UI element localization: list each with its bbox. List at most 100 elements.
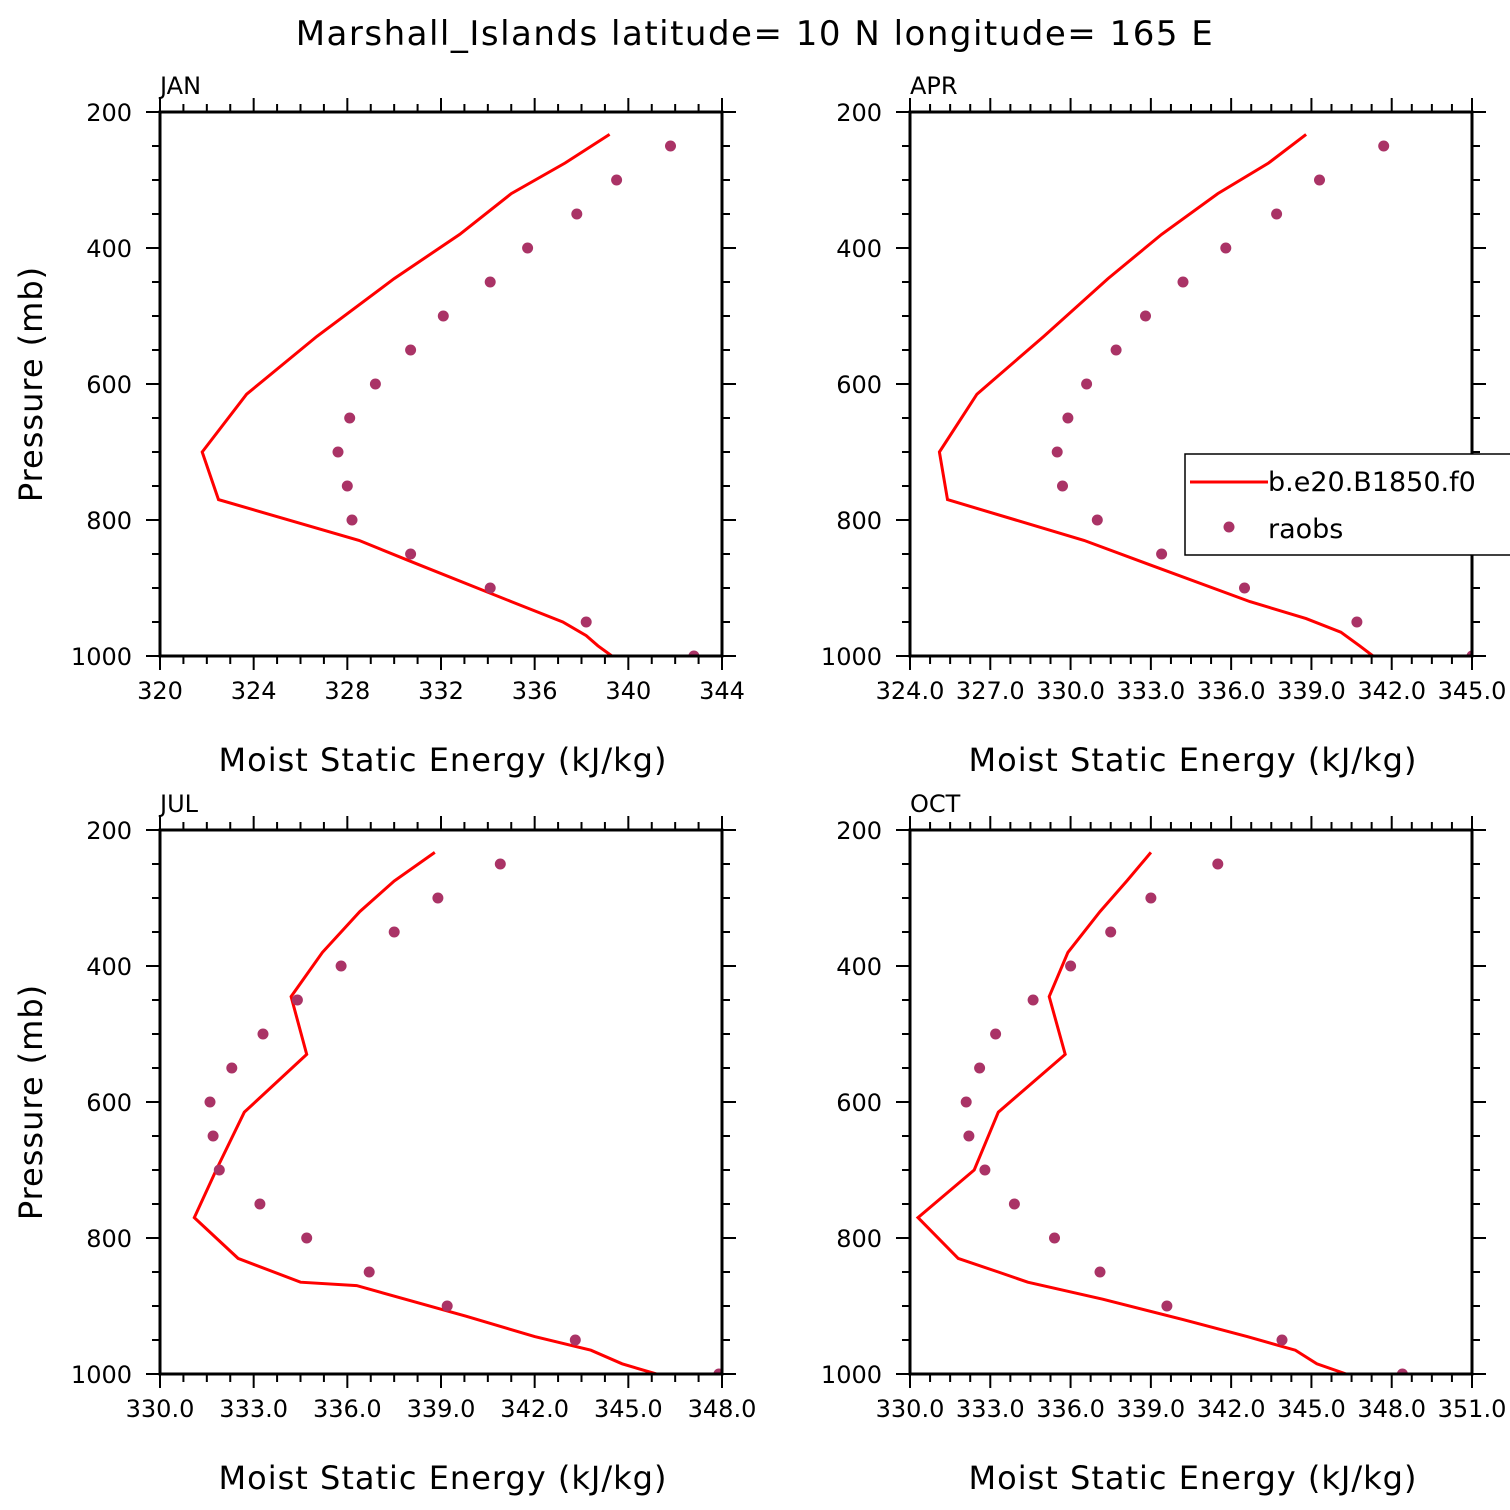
data-point-raobs <box>388 926 400 938</box>
data-point-raobs <box>1212 858 1224 870</box>
data-point-raobs <box>332 446 344 458</box>
x-tick-label: 320 <box>137 677 183 705</box>
data-point-raobs <box>522 242 534 254</box>
x-tick-label: 345.0 <box>1277 1395 1346 1423</box>
y-tick-label: 400 <box>86 235 132 263</box>
data-point-raobs <box>580 616 592 628</box>
x-tick-label: 333.0 <box>219 1395 288 1423</box>
y-tick-label: 600 <box>86 1089 132 1117</box>
data-point-raobs <box>1239 582 1250 594</box>
panel-label: JUL <box>158 790 199 818</box>
y-tick-label: 200 <box>86 817 132 845</box>
x-tick-label: 345.0 <box>594 1395 663 1423</box>
x-tick-label: 336.0 <box>1197 677 1266 705</box>
x-axis-label: Moist Static Energy (kJ/kg) <box>219 1459 668 1497</box>
x-tick-label: 324.0 <box>876 677 945 705</box>
series-line-model <box>937 133 1374 656</box>
legend-label-obs: raobs <box>1268 514 1343 545</box>
plot-area <box>915 851 1408 1374</box>
x-tick-label: 342.0 <box>1197 1395 1266 1423</box>
y-tick-label: 800 <box>86 507 132 535</box>
panel-label: OCT <box>910 790 961 818</box>
data-point-raobs <box>1351 616 1363 628</box>
data-point-raobs <box>1145 892 1157 904</box>
data-point-raobs <box>1027 994 1039 1006</box>
x-axis-label: Moist Static Energy (kJ/kg) <box>969 741 1418 779</box>
y-tick-label: 200 <box>836 99 882 127</box>
x-tick-label: 330.0 <box>876 1395 945 1423</box>
y-tick-label: 400 <box>836 953 882 981</box>
y-tick-label: 600 <box>836 1089 882 1117</box>
x-tick-label: 327.0 <box>956 677 1025 705</box>
data-point-raobs <box>1057 480 1068 492</box>
data-point-raobs <box>1081 378 1093 390</box>
y-tick-label: 1000 <box>821 1361 882 1389</box>
data-point-raobs <box>1220 242 1232 254</box>
x-tick-label: 348.0 <box>688 1395 757 1423</box>
data-point-raobs <box>1008 1198 1020 1210</box>
data-point-raobs <box>335 960 347 972</box>
x-tick-label: 330.0 <box>126 1395 195 1423</box>
data-point-raobs <box>441 1300 453 1312</box>
data-point-raobs <box>665 140 676 152</box>
data-point-raobs <box>1156 548 1168 560</box>
plot-area <box>200 133 700 656</box>
panel-apr: APR 324.0 327.0 330.0 333.0 336.0 339.0 342.0 34… <box>821 72 1510 779</box>
x-tick-label: 348.0 <box>1357 1395 1426 1423</box>
x-tick-label: 339.0 <box>1116 1395 1185 1423</box>
data-point-raobs <box>213 1164 225 1176</box>
panel-label: APR <box>910 72 958 100</box>
x-tick-label: 333.0 <box>956 1395 1025 1423</box>
x-axis-label: Moist Static Energy (kJ/kg) <box>969 1459 1418 1497</box>
data-point-raobs <box>484 276 496 288</box>
data-point-raobs <box>1110 344 1122 356</box>
y-tick-label: 600 <box>836 371 882 399</box>
data-point-raobs <box>1276 1334 1288 1346</box>
data-point-raobs <box>569 1334 581 1346</box>
series-line-model <box>200 133 613 656</box>
legend: b.e20.B1850.f0 raobs <box>1184 453 1510 556</box>
data-point-raobs <box>257 1028 269 1040</box>
data-point-raobs <box>291 994 303 1006</box>
legend-label-model: b.e20.B1850.f0 <box>1268 467 1476 498</box>
data-point-raobs <box>1378 140 1390 152</box>
data-point-raobs <box>1091 514 1103 526</box>
x-tick-label: 351.0 <box>1438 1395 1507 1423</box>
x-tick-label: 342.0 <box>1357 677 1426 705</box>
x-tick-label: 330.0 <box>1036 677 1105 705</box>
y-tick-label: 800 <box>836 1225 882 1253</box>
data-point-raobs <box>301 1232 313 1244</box>
x-tick-label: 328 <box>324 677 370 705</box>
data-point-raobs <box>207 1130 219 1142</box>
x-tick-label: 340 <box>605 677 651 705</box>
data-point-raobs <box>963 1130 975 1142</box>
data-point-raobs <box>1105 926 1117 938</box>
data-point-raobs <box>611 174 623 186</box>
x-tick-label: 345.0 <box>1438 677 1507 705</box>
x-tick-label: 342.0 <box>500 1395 569 1423</box>
data-point-raobs <box>979 1164 991 1176</box>
data-point-raobs <box>484 582 496 594</box>
y-axis-label: Pressure (mb) <box>12 984 50 1220</box>
y-tick-label: 600 <box>86 371 132 399</box>
y-tick-label: 200 <box>836 817 882 845</box>
y-tick-label: 800 <box>836 507 882 535</box>
data-point-raobs <box>1065 960 1077 972</box>
data-point-raobs <box>571 208 583 220</box>
data-point-raobs <box>204 1096 216 1108</box>
panel-label: JAN <box>158 72 201 100</box>
panel-oct: OCT 330.0 333.0 336.0 339.0 342.0 345.0 348.0 35… <box>821 790 1506 1497</box>
plot-area <box>192 851 722 1374</box>
data-point-raobs <box>254 1198 266 1210</box>
data-point-raobs <box>990 1028 1002 1040</box>
data-point-raobs <box>432 892 444 904</box>
data-point-raobs <box>344 412 356 424</box>
data-point-raobs <box>341 480 353 492</box>
y-tick-label: 1000 <box>821 643 882 671</box>
y-tick-label: 400 <box>836 235 882 263</box>
x-tick-label: 332 <box>418 677 464 705</box>
legend-box <box>1184 453 1510 556</box>
data-point-raobs <box>1051 446 1063 458</box>
legend-marker-swatch <box>1223 521 1235 533</box>
